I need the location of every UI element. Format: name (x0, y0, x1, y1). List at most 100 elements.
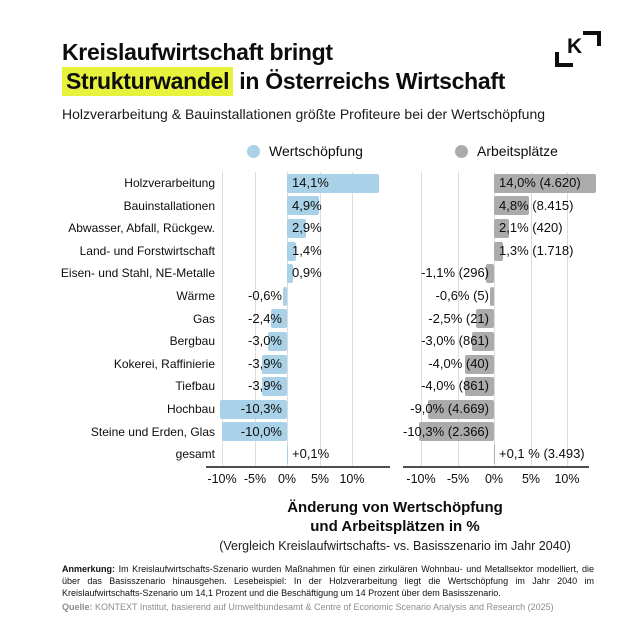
page-title: Kreislaufwirtschaft bringt Strukturwandel… (62, 38, 505, 96)
bar-value-label: -2,5% (21) (428, 310, 489, 326)
bar (287, 219, 306, 238)
chart-wertschoepfung: -10% -5% 0% 5% 10% 14,1% 4,9% 2,9% 1,4% 0,9% -0,6%… (206, 172, 390, 486)
bar (287, 241, 297, 261)
x-tick-label: 10% (339, 471, 365, 486)
bar-value-label: -3,9% (248, 355, 282, 371)
title-highlight: Strukturwandel (62, 67, 234, 96)
bar-value-label: +0,1% (292, 446, 330, 462)
grid-line (352, 172, 353, 466)
grid-line (320, 172, 321, 466)
axis-subtitle: (Vergleich Kreislaufwirtschafts- vs. Bas… (219, 539, 571, 553)
bar (271, 309, 287, 329)
title-line1: Kreislaufwirtschaft bringt (62, 39, 333, 65)
x-tick-label: 5% (310, 471, 330, 486)
bar-value-label: 0,9% (292, 265, 322, 281)
x-tick-label: 0% (484, 471, 504, 486)
category-label: Tiefbau (175, 379, 215, 394)
bar-value-label: -10,0% (240, 423, 282, 439)
legend-label: Wertschöpfung (269, 143, 363, 159)
category-label: Gas (192, 311, 215, 326)
bar (267, 332, 287, 351)
bar (472, 332, 494, 351)
source-text: KONTEXT Institut, basierend auf Umweltbu… (95, 602, 554, 612)
bar (287, 196, 319, 216)
bar-value-label: 14,0% (4.620) (499, 175, 581, 190)
bar-value-label: 14,1% (292, 175, 329, 190)
chart-arbeitsplaetze: -10% -5% 0% 5% 10% 14,0% (4.620) 4,8% (8.415) 2… (403, 172, 597, 486)
grid-line (567, 172, 568, 466)
footnote: Anmerkung: Im Kreislaufwirtschafts-Szena… (62, 563, 594, 599)
axis-title-line1: Änderung von Wertschöpfung (287, 499, 503, 516)
subtitle: Holzverarbeitung & Bauinstallationen grö… (62, 106, 546, 122)
legend-item-wertschoepfung: Wertschöpfung (247, 143, 363, 159)
bar (494, 219, 510, 238)
bar-value-label: -3,9% (248, 378, 282, 394)
category-label: Bauinstallationen (123, 198, 215, 213)
x-axis-line (206, 465, 390, 468)
grid-line (255, 172, 256, 466)
source-label: Quelle: (62, 602, 93, 612)
bar (494, 241, 504, 261)
bar (475, 309, 494, 329)
x-tick-label: 10% (554, 471, 580, 486)
kontext-logo: K (555, 31, 601, 67)
bar (222, 422, 287, 442)
x-axis-line (403, 465, 589, 468)
category-label: Hochbau (166, 402, 215, 416)
category-label: Abwasser, Abfall, Rückgew. (68, 221, 215, 236)
bar (283, 286, 287, 306)
category-label: Holzverarbeitung (124, 176, 215, 190)
axis-title-line2: und Arbeitsplätzen in % (310, 518, 480, 535)
bar (489, 286, 494, 306)
x-tick-label: -5% (446, 471, 470, 486)
bar-value-label: 1,4% (292, 242, 322, 258)
bar (494, 445, 495, 464)
logo-bracket-top-right-icon (583, 31, 601, 46)
bar-value-label: -0,6% (5) (435, 288, 489, 303)
bar (464, 377, 494, 397)
bar-value-label: 4,8% (8.415) (499, 197, 574, 213)
category-label: gesamt (175, 447, 215, 462)
axis-title: Änderung von Wertschöpfung und Arbeitspl… (190, 498, 600, 553)
footnote-text: Im Kreislaufwirtschafts-Szenario wurden … (62, 564, 594, 598)
source: Quelle: KONTEXT Institut, basierend auf … (62, 602, 594, 612)
bar (494, 196, 530, 216)
logo-letter: K (567, 35, 583, 58)
category-label: Land- und Forstwirtschaft (79, 243, 215, 258)
grid-line (222, 172, 223, 466)
bar-value-label: -9,0% (4.669) (410, 401, 489, 416)
grid-line (421, 172, 422, 466)
logo-bracket-bottom-left-icon (555, 52, 573, 67)
bar-value-label: -3,0% (861) (421, 333, 489, 349)
x-tick-label: 5% (521, 471, 541, 486)
bar (287, 445, 288, 464)
bar-value-label: 2,9% (292, 220, 322, 236)
category-label: Kokerei, Raffinierie (113, 356, 215, 371)
x-tick-label: -10% (207, 471, 237, 486)
bar (220, 399, 287, 419)
bar (287, 264, 293, 284)
bar-value-label: 2,1% (420) (499, 220, 563, 236)
footnote-label: Anmerkung: (62, 564, 116, 574)
bar (261, 377, 287, 397)
bar (287, 173, 379, 193)
bar-value-label: -1,1% (296) (421, 265, 489, 281)
grid-line (458, 172, 459, 466)
bar (494, 173, 597, 193)
bar (261, 354, 287, 374)
legend-item-arbeitsplaetze: Arbeitsplätze (455, 143, 558, 159)
bar-value-label: 4,9% (292, 197, 322, 213)
bar-value-label: 1,3% (1.718) (499, 242, 574, 258)
legend-dot-icon (247, 144, 260, 158)
grid-line (531, 172, 532, 466)
bar-value-label: -2,4% (248, 310, 282, 326)
legend-label: Arbeitsplätze (477, 143, 558, 159)
grid-line (287, 172, 288, 466)
category-label: Eisen- und Stahl, NE-Metalle (60, 266, 215, 281)
title-line2-rest: in Österreichs Wirtschaft (233, 68, 506, 94)
category-label: Bergbau (169, 334, 215, 349)
x-tick-label: -5% (243, 471, 267, 486)
bar-value-label: -10,3% (2.366) (403, 423, 489, 439)
bar-value-label: -3,0% (248, 333, 282, 349)
